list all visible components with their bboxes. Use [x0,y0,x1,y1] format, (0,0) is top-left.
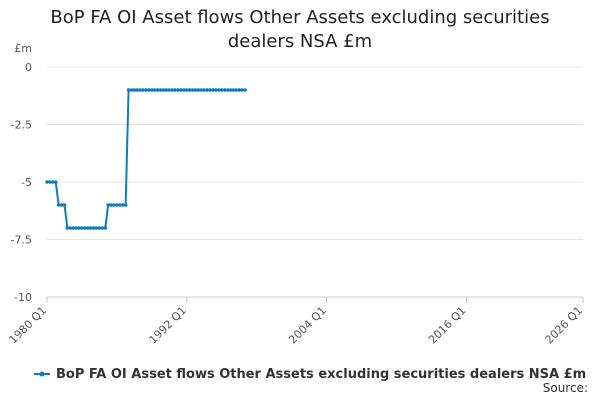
data-point [179,88,183,92]
legend-label: BoP FA OI Asset flows Other Assets exclu… [56,367,586,382]
data-point [167,88,172,92]
data-point [222,88,227,92]
data-point [109,203,113,207]
data-point [132,88,137,92]
data-point [240,88,244,92]
y-tick-label: -2.5 [11,119,32,132]
data-point [208,88,212,92]
data-point [126,88,131,92]
chart-title: BoP FA OI Asset flows Other Assets exclu… [50,7,550,52]
data-point [120,203,125,207]
data-point [219,88,224,92]
data-point [88,226,93,230]
data-point [225,88,230,92]
data-point [234,88,239,92]
data-point [144,88,148,92]
data-point [100,226,105,230]
x-tick-label: 1980 Q1 [7,304,50,347]
data-point [205,88,210,92]
data-point [53,180,58,184]
data-point [83,226,87,230]
x-tick-label: 2004 Q1 [286,304,329,347]
data-point [152,88,157,92]
data-point [68,226,73,230]
data-point [135,88,140,92]
data-point [112,203,116,207]
data-point [190,88,195,92]
y-tick-label: -5 [21,176,32,189]
data-point [202,88,207,92]
data-point [62,203,67,207]
data-point [185,88,189,92]
data-point [173,88,177,92]
data-point [141,88,145,92]
data-point [71,226,76,230]
data-point [193,88,198,92]
data-point [170,88,175,92]
data-point [106,203,110,207]
x-tick-label: 1992 Q1 [146,304,189,347]
data-point [214,88,218,92]
data-point [77,226,81,230]
y-tick-label: -7.5 [11,234,32,247]
data-point [182,88,186,92]
data-point [59,203,64,207]
data-point [176,88,180,92]
data-point [94,226,99,230]
data-point [91,226,96,230]
data-point [123,203,128,207]
data-point [155,88,160,92]
y-axis-label: £m [14,42,32,55]
data-point [65,226,70,230]
data-point [56,203,61,207]
source: Source: [543,381,588,395]
data-point [164,88,169,92]
data-point [138,88,143,92]
data-point [85,226,90,230]
data-point [115,203,119,207]
data-point [118,203,122,207]
data-point [150,88,154,92]
data-point [80,226,84,230]
data-point [97,226,102,230]
data-point [161,88,166,92]
data-point [217,88,221,92]
data-point [51,180,55,184]
data-point [45,180,49,184]
data-point [211,88,215,92]
x-tick-label: 2016 Q1 [426,304,469,347]
data-point [243,88,247,92]
data-point [231,88,236,92]
data-point [199,88,204,92]
data-point [103,226,108,230]
y-tick-label: -10 [14,291,32,304]
legend-marker [39,371,45,377]
series-line [47,89,246,229]
data-point [228,88,233,92]
data-point [187,88,192,92]
data-point [196,88,201,92]
data-point [129,88,134,92]
data-point [158,88,163,92]
y-tick-label: 0 [25,61,32,74]
data-point [147,88,151,92]
data-point [48,180,52,184]
data-point [74,226,78,230]
data-point [237,88,242,92]
x-tick-label: 2026 Q1 [543,304,586,347]
